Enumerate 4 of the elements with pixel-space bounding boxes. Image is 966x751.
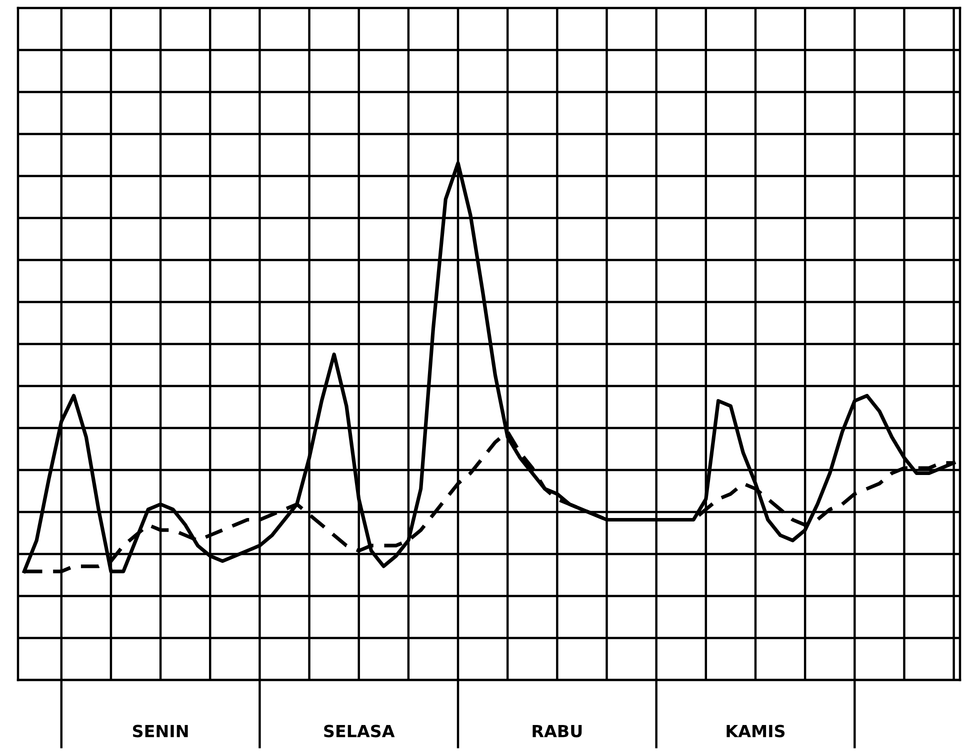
- x-tick-label: SELASA: [324, 724, 395, 738]
- x-tick-label: RABU: [532, 724, 582, 738]
- x-tick-label: SENIN: [132, 724, 188, 738]
- x-tick-label: KAMIS: [726, 724, 785, 738]
